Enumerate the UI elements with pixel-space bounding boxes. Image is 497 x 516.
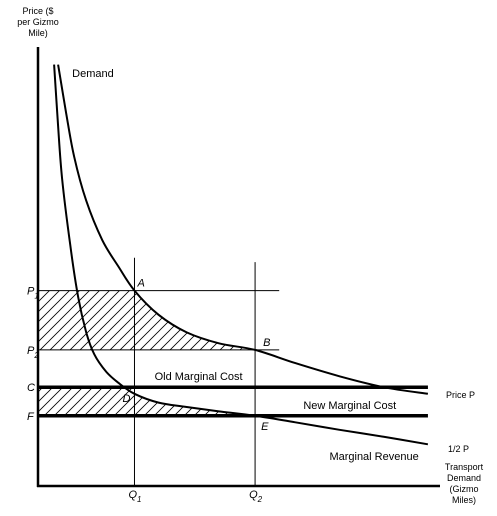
point-label-b: B bbox=[263, 337, 270, 349]
point-label-e: E bbox=[261, 421, 269, 433]
y-tick-subscript: 2 bbox=[33, 351, 39, 360]
old-marginal-cost-label: Old Marginal Cost bbox=[155, 371, 243, 383]
shaded-regions bbox=[38, 290, 256, 416]
x-tick-main: Q bbox=[249, 489, 258, 501]
marginal-revenue-end-label: 1/2 P bbox=[448, 444, 469, 454]
demand-end-label: Price P bbox=[446, 390, 475, 400]
x-axis-title-line: (Gizmo bbox=[450, 484, 479, 494]
y-axis-title-line: per Gizmo bbox=[17, 17, 59, 27]
point-labels: A B D E bbox=[122, 278, 270, 433]
y-tick-subscript: 1 bbox=[34, 292, 38, 301]
x-axis-title-line: Demand bbox=[447, 473, 481, 483]
y-axis-title-line: Price ($ bbox=[22, 6, 53, 16]
x-axis-title-line: Transport bbox=[445, 462, 484, 472]
y-tick-main: F bbox=[27, 411, 35, 423]
new-marginal-cost-label: New Marginal Cost bbox=[303, 400, 396, 412]
y-tick-main: C bbox=[27, 382, 35, 394]
x-tick-main: Q bbox=[128, 489, 137, 501]
x-tick-subscript: 2 bbox=[257, 495, 263, 504]
x-tick-subscript: 1 bbox=[137, 495, 141, 504]
y-axis-title-line: Mile) bbox=[28, 28, 48, 38]
series-labels: Demand Old Marginal Cost New Marginal Cost… bbox=[72, 68, 475, 463]
y-tick-label-c: C bbox=[27, 382, 35, 394]
y-tick-main: P bbox=[27, 286, 35, 298]
curves bbox=[38, 64, 429, 446]
marginal-revenue-label: Marginal Revenue bbox=[329, 451, 418, 463]
demand-curve bbox=[57, 64, 429, 395]
shaded-region-lower bbox=[38, 387, 256, 416]
guide-lines bbox=[38, 257, 280, 486]
demand-label: Demand bbox=[72, 68, 114, 80]
y-tick-main: P bbox=[27, 345, 35, 357]
x-tick-label-q1: Q1 bbox=[128, 489, 141, 504]
point-label-d: D bbox=[122, 393, 130, 405]
y-tick-label-p2: P2 bbox=[27, 345, 39, 360]
x-tick-label-q2: Q2 bbox=[249, 489, 263, 504]
y-tick-label-p1: P1 bbox=[27, 286, 39, 301]
point-label-a: A bbox=[136, 278, 144, 290]
axes bbox=[36, 47, 440, 488]
y-tick-label-f: F bbox=[27, 411, 35, 423]
shaded-region-upper bbox=[38, 290, 256, 350]
x-axis-title-line: Miles) bbox=[452, 495, 476, 505]
